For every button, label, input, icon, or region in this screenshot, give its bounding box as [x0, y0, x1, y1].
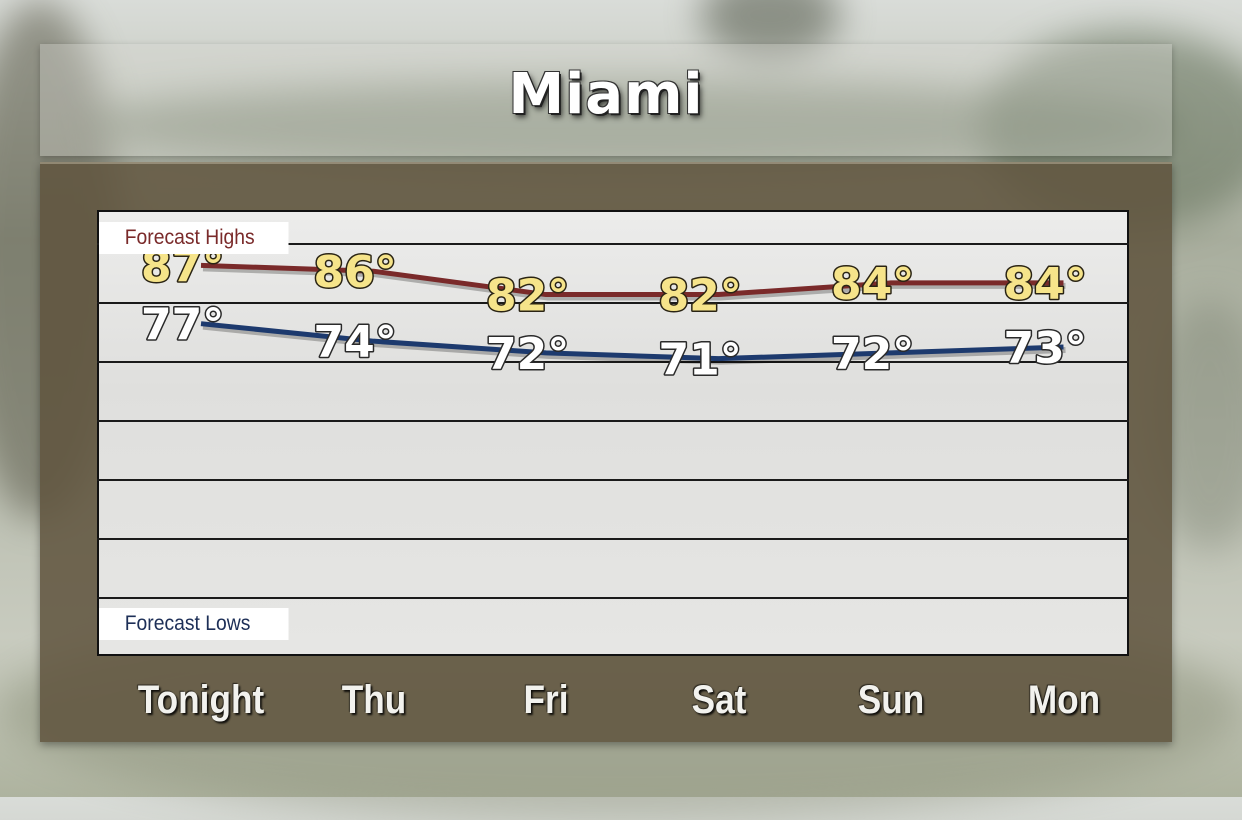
low-temp-label: 71°: [659, 335, 742, 386]
forecast-chart: 87° 86° 82° 82° 84° 84°77° 74° 72° 71° 72° 73°: [97, 240, 1129, 599]
legend-forecast-highs: Forecast Highs: [99, 222, 289, 254]
day-label: Sat: [691, 678, 746, 722]
day-label: Tonight: [137, 678, 265, 722]
high-temp-label: 86°: [314, 247, 397, 298]
low-temp-label: 73°: [1004, 323, 1087, 374]
high-temp-label: 84°: [831, 259, 914, 310]
low-temp-label: 72°: [486, 329, 569, 380]
highs-line: [200, 262, 1064, 298]
city-title: Miami: [508, 62, 704, 127]
day-label: Thu: [341, 678, 406, 722]
day-label: Fri: [523, 678, 569, 722]
day-label: Mon: [1027, 678, 1100, 722]
series-line-shadow: [202, 323, 1066, 365]
day-label: Sun: [857, 678, 925, 722]
low-temp-label: 74°: [314, 317, 397, 368]
series-line-shadow: [202, 265, 1066, 301]
high-temp-label: 84°: [1004, 259, 1087, 310]
low-temp-label: 77°: [141, 300, 224, 351]
title-bar: Miami: [40, 44, 1172, 156]
legend-forecast-lows: Forecast Lows: [99, 608, 289, 640]
lows-line: [200, 321, 1064, 362]
high-temp-label: 82°: [486, 271, 569, 322]
low-temp-label: 72°: [831, 329, 914, 380]
high-temp-label: 82°: [659, 271, 742, 322]
